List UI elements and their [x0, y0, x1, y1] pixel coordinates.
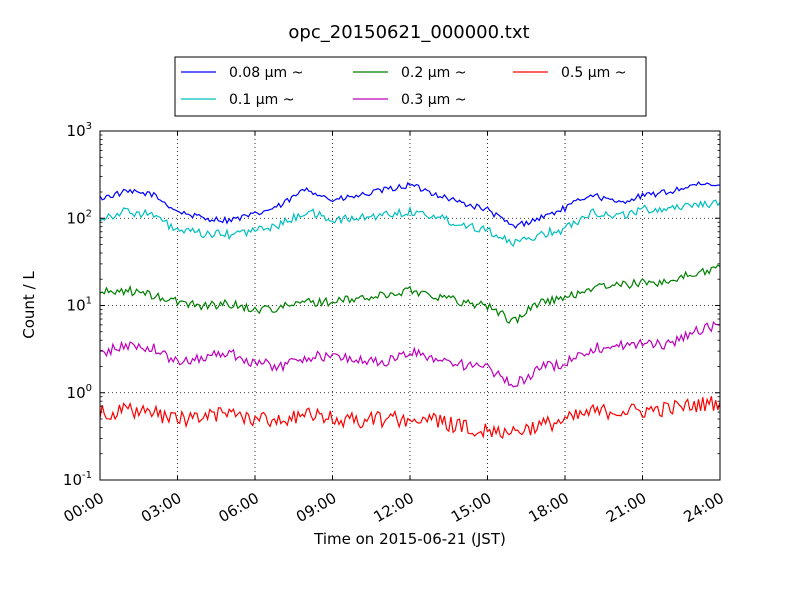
y-tick-label: 102	[67, 208, 92, 227]
legend-label: 0.1 μm ~	[229, 92, 294, 108]
series-line	[99, 180, 720, 230]
y-tick-label: 101	[67, 296, 92, 315]
series-line	[99, 320, 721, 388]
legend-label: 0.3 μm ~	[401, 92, 466, 108]
x-axis-label: Time on 2015-06-21 (JST)	[313, 530, 506, 548]
legend: 0.08 μm ~ 0.1 μm ~ 0.2 μm ~ 0.3 μm ~ 0.5 μm …	[174, 56, 647, 117]
legend-label: 0.5 μm ~	[561, 65, 626, 81]
y-axis-label: Count / L	[20, 271, 38, 339]
y-tick-label: 10-1	[63, 470, 92, 489]
y-tick-label: 103	[67, 121, 92, 140]
legend-label: 0.08 μm ~	[229, 65, 303, 81]
series-line	[99, 264, 721, 325]
series-line	[99, 396, 721, 439]
legend-label: 0.2 μm ~	[401, 65, 466, 81]
chart-title: opc_20150621_000000.txt	[288, 22, 529, 43]
series-line	[99, 199, 721, 248]
legend-box	[174, 56, 647, 117]
y-tick-label: 100	[67, 383, 92, 402]
